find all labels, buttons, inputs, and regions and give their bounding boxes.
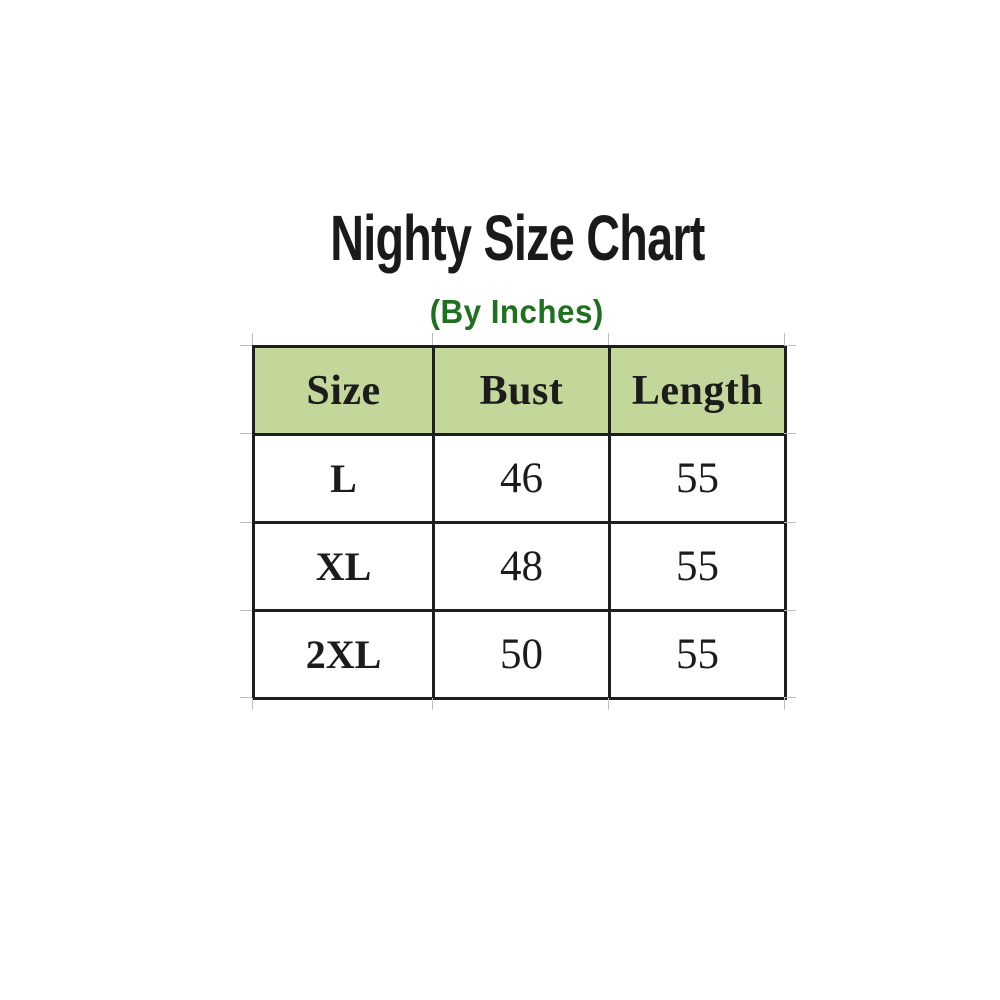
gridline-stub — [784, 697, 796, 698]
gridline-stub — [784, 333, 785, 345]
header-cell-bust: Bust — [432, 345, 611, 436]
cell-length-l: 55 — [608, 433, 787, 524]
header-cell-length: Length — [608, 345, 787, 436]
size-chart-table: Size Bust Length L 46 55 XL 48 55 2XL 50… — [252, 345, 787, 700]
cell-length-xl: 55 — [608, 521, 787, 612]
gridline-stub — [240, 433, 252, 434]
gridline-stub — [608, 333, 609, 345]
header-cell-size: Size — [252, 345, 435, 436]
table-row: XL 48 55 — [252, 521, 787, 612]
gridline-stub — [252, 698, 253, 710]
cell-bust-l: 46 — [432, 433, 611, 524]
cell-size-l: L — [252, 433, 435, 524]
cell-bust-xl: 48 — [432, 521, 611, 612]
cell-bust-2xl: 50 — [432, 609, 611, 700]
page-title: Nighty Size Chart — [17, 206, 1000, 270]
gridline-stub — [784, 610, 796, 611]
gridline-stub — [252, 333, 253, 345]
table-row: L 46 55 — [252, 433, 787, 524]
cell-size-xl: XL — [252, 521, 435, 612]
table-row: 2XL 50 55 — [252, 609, 787, 700]
gridline-stub — [240, 522, 252, 523]
gridline-stub — [784, 522, 796, 523]
gridline-stub — [784, 345, 796, 346]
gridline-stub — [240, 345, 252, 346]
gridline-stub — [784, 433, 796, 434]
gridline-stub — [784, 698, 785, 710]
subtitle-text: (By Inches) — [429, 293, 605, 330]
gridline-stub — [608, 698, 609, 710]
subtitle: (By Inches) — [17, 293, 1000, 330]
gridline-stub — [240, 610, 252, 611]
page-title-text: Nighty Size Chart — [329, 202, 705, 274]
gridline-stub — [240, 697, 252, 698]
table-header-row: Size Bust Length — [252, 345, 787, 436]
gridline-stub — [432, 698, 433, 710]
cell-length-2xl: 55 — [608, 609, 787, 700]
cell-size-2xl: 2XL — [252, 609, 435, 700]
gridline-stub — [432, 333, 433, 345]
